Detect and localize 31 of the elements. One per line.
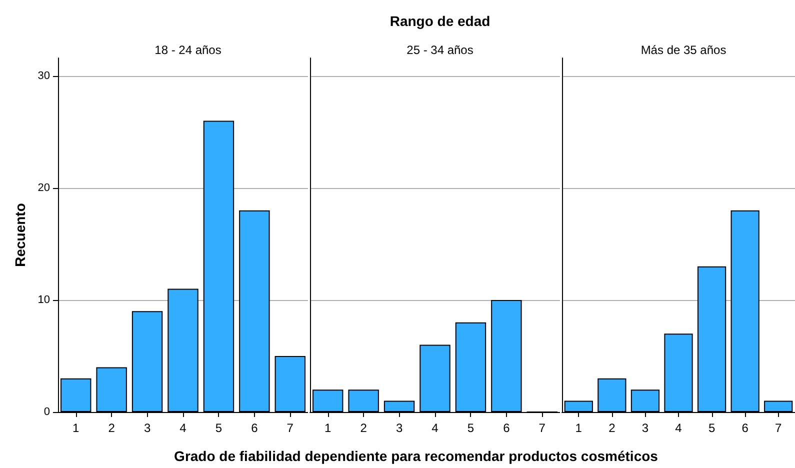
x-tick-label: 1 [324, 421, 332, 435]
y-tick-label: 10 [38, 294, 50, 306]
x-tick-label: 5 [215, 421, 222, 435]
chart-title: Rango de edad [390, 13, 490, 29]
x-tick-label: 3 [642, 421, 649, 435]
y-axis-title: Recuento [12, 203, 28, 267]
x-tick-label: 4 [180, 421, 187, 435]
x-tick-label: 7 [538, 421, 546, 435]
x-tick-label: 3 [144, 421, 151, 435]
y-tick-label: 30 [38, 70, 50, 82]
x-tick-label: 2 [608, 421, 616, 435]
x-tick-label: 6 [742, 421, 749, 435]
chart-subtitle: 18 - 24 años [154, 43, 222, 57]
x-tick-label: 5 [708, 421, 716, 435]
chart-subtitle: 25 - 34 años [406, 43, 474, 57]
x-tick-label: 5 [467, 421, 474, 435]
x-tick-label: 1 [72, 421, 80, 435]
chart-subtitle: Más de 35 años [640, 43, 726, 57]
y-tick-label: 20 [38, 182, 50, 194]
x-tick-label: 4 [432, 421, 439, 435]
x-tick-label: 2 [360, 421, 368, 435]
x-tick-label: 2 [108, 421, 116, 435]
y-tick-label: 0 [44, 406, 50, 418]
x-tick-label: 7 [775, 421, 782, 435]
x-tick-label: 1 [575, 421, 582, 435]
x-axis-title: Grado de fiabilidad dependiente para recomendar productos cosméticos [174, 448, 658, 464]
x-tick-label: 6 [503, 421, 510, 435]
x-tick-label: 4 [675, 421, 682, 435]
x-tick-label: 6 [251, 421, 258, 435]
x-tick-label: 7 [286, 421, 294, 435]
x-tick-label: 3 [396, 421, 403, 435]
